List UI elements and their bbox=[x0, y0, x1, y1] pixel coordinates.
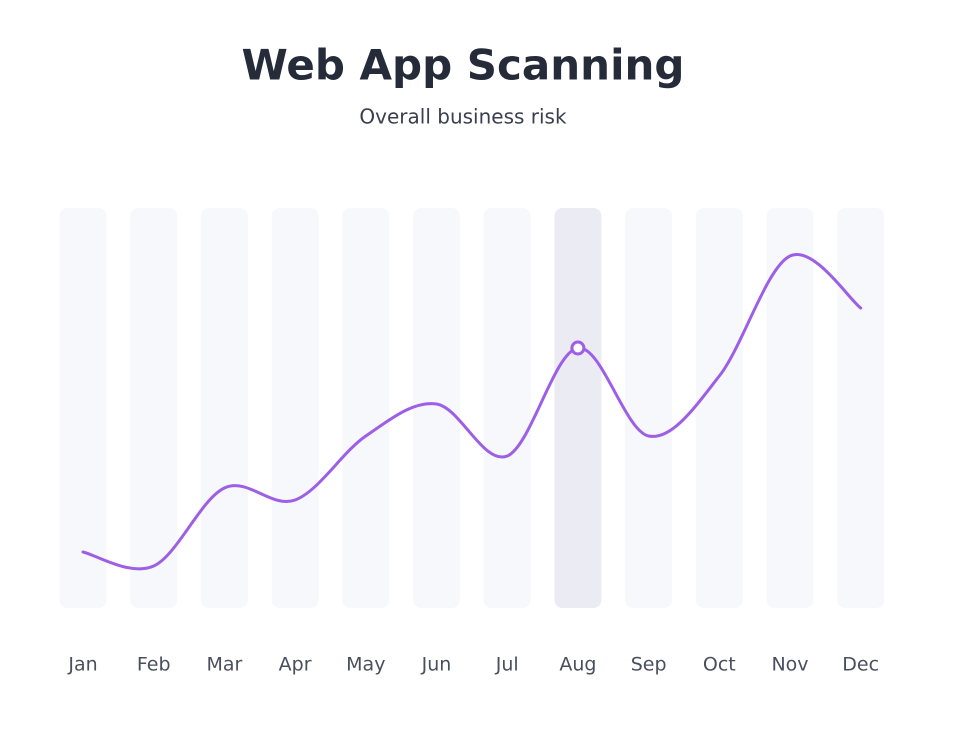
x-tick-label: Jul bbox=[495, 654, 519, 676]
highlight-marker bbox=[570, 340, 586, 356]
x-tick-label: Jan bbox=[67, 654, 97, 676]
x-tick-label: May bbox=[346, 654, 385, 676]
month-column bbox=[837, 208, 885, 608]
x-tick-label: Aug bbox=[559, 654, 596, 676]
x-tick-label: Jun bbox=[421, 654, 452, 676]
month-column bbox=[130, 208, 178, 608]
chart-subtitle: Overall business risk bbox=[359, 105, 567, 129]
x-tick-label: Dec bbox=[842, 654, 879, 676]
x-tick-label: Feb bbox=[137, 654, 171, 676]
month-column bbox=[59, 208, 107, 608]
x-tick-label: Apr bbox=[279, 654, 312, 676]
month-column bbox=[271, 208, 319, 608]
x-tick-label: Mar bbox=[206, 654, 242, 676]
month-column bbox=[625, 208, 673, 608]
month-column bbox=[554, 208, 602, 608]
month-column bbox=[483, 208, 531, 608]
month-column bbox=[342, 208, 390, 608]
month-column bbox=[413, 208, 460, 608]
chart-title: Web App Scanning bbox=[242, 41, 685, 90]
x-tick-label: Sep bbox=[631, 654, 667, 676]
x-tick-label: Oct bbox=[703, 654, 736, 676]
month-column bbox=[695, 208, 743, 608]
month-column bbox=[766, 208, 814, 608]
line-series bbox=[81, 252, 863, 571]
x-tick-label: Nov bbox=[771, 654, 808, 676]
month-column bbox=[200, 208, 248, 608]
